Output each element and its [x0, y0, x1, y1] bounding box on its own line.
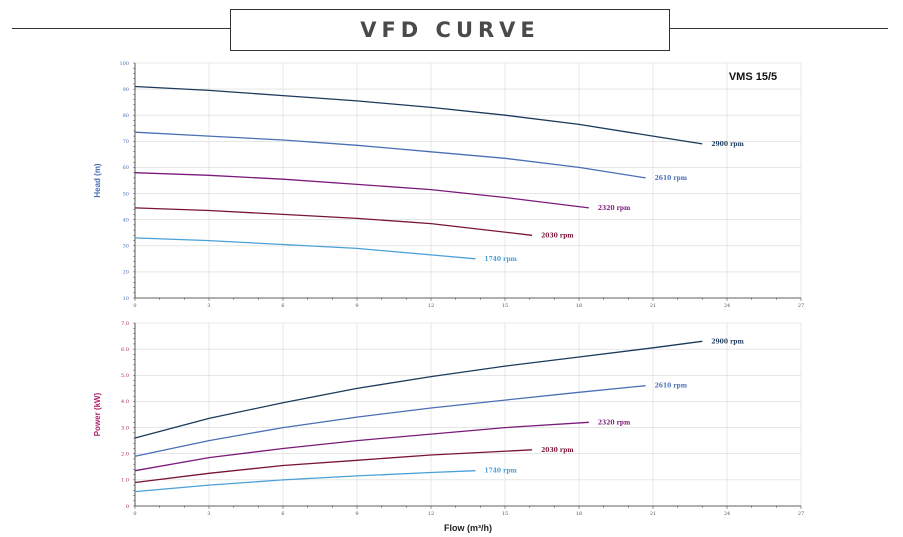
- x-tick-label: 27: [798, 511, 804, 517]
- series-label: 2610 rpm: [655, 175, 688, 182]
- series-line: [134, 421, 589, 472]
- x-tick-label: 15: [502, 303, 508, 309]
- x-tick-label: 3: [207, 303, 210, 309]
- series-line: [134, 340, 703, 439]
- x-tick-label: 0: [133, 303, 136, 309]
- x-tick-label: 21: [650, 511, 656, 517]
- series-label: 2610 rpm: [655, 383, 688, 390]
- series-label: 1740 rpm: [484, 256, 517, 263]
- y-tick-label: 90: [123, 87, 129, 93]
- y-tick-label: 80: [123, 113, 129, 119]
- y-tick-label: 50: [123, 191, 129, 197]
- series-line: [134, 172, 589, 209]
- series-line: [134, 131, 646, 179]
- head-panel: 0 3 6 9 12 15 18 21 24 27 10 20 30 40 50 60 70 80 90 100 Hea…: [93, 61, 804, 309]
- x-tick-label: 24: [724, 303, 730, 309]
- x-tick-label: 24: [724, 511, 730, 517]
- x-tick-label: 6: [281, 303, 284, 309]
- x-tick-label: 27: [798, 303, 804, 309]
- x-tick-label: 9: [355, 303, 358, 309]
- x-tick-label: 6: [281, 511, 284, 517]
- series-line: [134, 85, 703, 145]
- y-tick-label: 40: [123, 217, 129, 223]
- series-label: 2320 rpm: [598, 419, 631, 426]
- series-line: [134, 385, 646, 457]
- series-label: 1740 rpm: [484, 468, 517, 475]
- series-label: 2030 rpm: [541, 232, 574, 239]
- y-tick-label: 4.0: [121, 399, 129, 405]
- x-tick-label: 9: [355, 511, 358, 517]
- y-tick-label: 2.0: [121, 452, 129, 458]
- x-tick-label: 15: [502, 511, 508, 517]
- series-label: 2900 rpm: [711, 338, 744, 345]
- title-box: VFD CURVE: [230, 9, 670, 51]
- x-axis-label: Flow (m³/h): [444, 523, 492, 533]
- x-tick-label: 12: [428, 303, 434, 309]
- y-tick-label: 0: [126, 504, 129, 510]
- x-tick-label: 0: [133, 511, 136, 517]
- y-tick-label: 6.0: [121, 347, 129, 353]
- y-tick-label: 70: [123, 139, 129, 145]
- y-tick-label: 7.0: [121, 321, 129, 327]
- title-rule-right: [670, 28, 888, 29]
- x-tick-label: 21: [650, 303, 656, 309]
- y-axis-label: Head (m): [93, 163, 102, 198]
- x-tick-label: 18: [576, 303, 582, 309]
- y-tick-label: 3.0: [121, 425, 129, 431]
- series-line: [134, 237, 476, 260]
- series-label: 2030 rpm: [541, 447, 574, 454]
- series-line: [134, 449, 533, 484]
- x-tick-label: 3: [207, 511, 210, 517]
- y-tick-label: 20: [123, 270, 129, 276]
- y-tick-label: 10: [123, 296, 129, 302]
- y-tick-label: 30: [123, 244, 129, 250]
- series-label: 2900 rpm: [711, 141, 744, 148]
- x-tick-label: 12: [428, 511, 434, 517]
- series-line: [134, 470, 476, 493]
- series-line: [134, 207, 533, 236]
- y-tick-label: 1.0: [121, 478, 129, 484]
- model-label: VMS 15/5: [729, 71, 777, 83]
- y-tick-label: 100: [119, 61, 129, 67]
- x-tick-label: 18: [576, 511, 582, 517]
- power-panel: 0 3 6 9 12 15 18 21 24 27 0 1.0 2.0 3.0 4.0 5.0 6.0 7.0 Po…: [93, 321, 804, 533]
- y-tick-label: 5.0: [121, 373, 129, 379]
- title-rule-left: [12, 28, 230, 29]
- y-axis-label: Power (kW): [93, 392, 102, 436]
- series-label: 2320 rpm: [598, 205, 631, 212]
- page-title: VFD CURVE: [360, 18, 540, 42]
- y-tick-label: 60: [123, 165, 129, 171]
